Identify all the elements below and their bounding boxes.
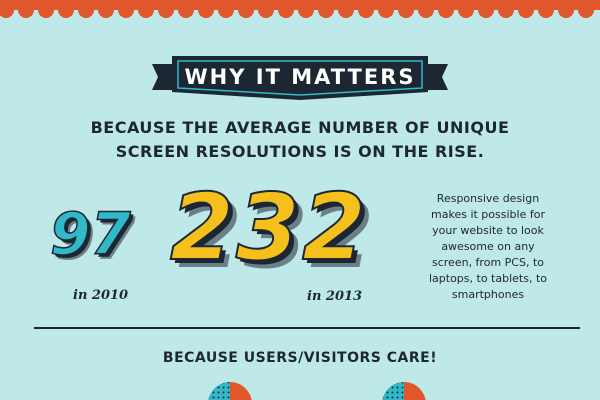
note-line: awesome on any — [441, 240, 535, 253]
stat-2013-year: in 2013 — [307, 289, 363, 304]
responsive-design-note: Responsive design makes it possible for … — [398, 191, 578, 303]
note-line: screen, from PCS, to — [432, 256, 544, 269]
section-divider — [34, 327, 580, 329]
section-subheading: BECAUSE USERS/VISITORS CARE! — [162, 350, 438, 366]
banner-ribbon-shape — [152, 56, 448, 100]
note-line: smartphones — [451, 288, 525, 301]
note-line: makes it possible for — [431, 208, 545, 221]
stat-2013-value: 232 — [169, 174, 369, 281]
headline-line-2: SCREEN RESOLUTIONS IS ON THE RISE. — [115, 142, 485, 161]
pie-graphic-left — [208, 382, 252, 400]
headline-line-1: BECAUSE THE AVERAGE NUMBER OF UNIQUE — [90, 118, 510, 137]
pie-graphic-right — [382, 382, 426, 400]
note-line: Responsive design — [436, 192, 540, 205]
note-line: laptops, to tablets, to — [428, 272, 547, 285]
stat-2010-year: in 2010 — [73, 288, 129, 303]
stat-2010-value: 97 — [49, 200, 131, 268]
scalloped-top-border — [0, 0, 600, 18]
headline: BECAUSE THE AVERAGE NUMBER OF UNIQUE SCR… — [40, 116, 560, 164]
note-line: your website to look — [432, 224, 544, 237]
section-banner: WHY IT MATTERS — [152, 52, 448, 102]
banner-title: WHY IT MATTERS — [184, 65, 416, 89]
